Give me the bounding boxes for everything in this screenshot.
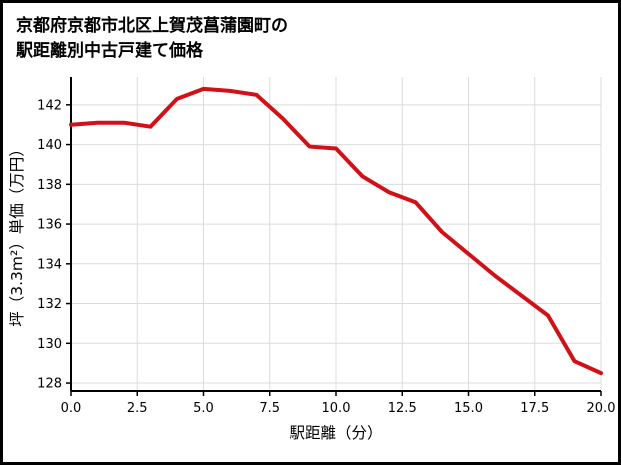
x-tick-label: 15.0 <box>454 401 483 416</box>
chart-title-line2: 駅距離別中古戸建て価格 <box>16 40 203 61</box>
chart-title-line1: 京都府京都市北区上賀茂菖蒲園町の <box>16 16 288 36</box>
chart-title: 京都府京都市北区上賀茂菖蒲園町の 駅距離別中古戸建て価格 <box>3 3 618 63</box>
y-tick-label: 138 <box>37 178 62 193</box>
y-axis-label: 坪（3.3m²）単価（万円） <box>8 142 26 327</box>
y-tick-label: 140 <box>37 138 62 153</box>
x-tick-label: 10.0 <box>322 401 351 416</box>
y-tick-label: 128 <box>37 377 62 392</box>
line-chart: 0.0 2.5 5.0 7.5 10.0 12.5 15.0 17.5 20.0 128 130 13… <box>8 77 616 442</box>
x-tick-label: 5.0 <box>193 401 214 416</box>
y-tick-label: 130 <box>37 337 62 352</box>
y-tick-label: 134 <box>37 258 62 273</box>
x-tick-label: 17.5 <box>520 401 549 416</box>
y-tick-label: 132 <box>37 297 62 312</box>
y-tick-label: 142 <box>37 99 62 114</box>
price-line <box>69 87 603 376</box>
x-tick-label: 2.5 <box>127 401 148 416</box>
chart-area: 0.0 2.5 5.0 7.5 10.0 12.5 15.0 17.5 20.0 128 130 13… <box>3 63 618 453</box>
x-tick-label: 7.5 <box>259 401 280 416</box>
x-tick-label: 20.0 <box>587 401 616 416</box>
y-tick-label: 136 <box>37 218 62 233</box>
x-tick-label: 12.5 <box>388 401 417 416</box>
x-axis-label: 駅距離（分） <box>289 424 382 442</box>
x-tick-label: 0.0 <box>61 401 82 416</box>
